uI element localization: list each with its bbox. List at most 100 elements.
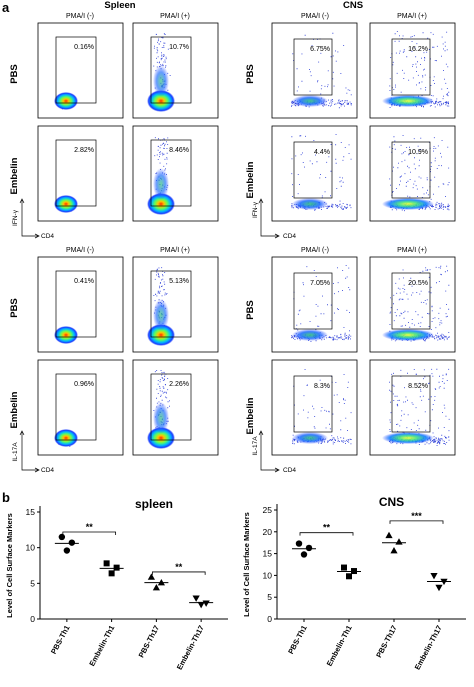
row-label-embelin-cns-il17: Embelin xyxy=(245,397,256,434)
gate-percentage: 0.96% xyxy=(74,381,94,388)
significance-bracket xyxy=(299,532,354,536)
gate-percentage: 0.16% xyxy=(74,44,94,51)
gate-percentage: 2.26% xyxy=(169,381,189,388)
chart-title: CNS xyxy=(379,495,404,509)
group-title-spleen: Spleen xyxy=(104,0,135,11)
axis-x-label-spleen-ifn: CD4 xyxy=(41,233,54,240)
density-blob xyxy=(54,195,78,213)
gate-percentage: 16.2% xyxy=(408,46,428,53)
data-point xyxy=(295,540,303,547)
col-header-cns-neg-2: PMA/I (-) xyxy=(301,247,329,254)
flow-plot-frame xyxy=(37,22,124,119)
significance-bracket xyxy=(62,531,117,535)
flow-events xyxy=(389,135,450,212)
y-tick-label: 10 xyxy=(263,570,273,580)
flow-plot: 20.5% xyxy=(369,256,456,353)
y-tick-label: 25 xyxy=(263,505,273,515)
density-blob xyxy=(382,95,434,107)
x-tick-label: Embelin-Th17 xyxy=(413,624,444,672)
data-point xyxy=(157,579,165,586)
data-point xyxy=(68,539,76,546)
density-blob xyxy=(147,90,175,112)
axis-y-label-spleen-il17: IL-17A xyxy=(12,442,19,462)
y-axis-label: Level of Cell Surface Markers xyxy=(5,513,14,618)
flow-plot: 0.96% xyxy=(37,359,124,456)
density-blob xyxy=(292,329,328,341)
x-tick-label: Embelin-Th1 xyxy=(87,624,116,668)
significance-label: *** xyxy=(411,511,422,521)
density-blob xyxy=(292,198,328,210)
density-blob xyxy=(54,429,78,447)
gate-rectangle xyxy=(55,270,97,338)
group-title-cns: CNS xyxy=(343,0,363,11)
axis-x-label-spleen-il17: CD4 xyxy=(41,467,54,474)
y-tick-label: 0 xyxy=(267,614,272,624)
row-label-embelin-spleen-ifn: Embelin xyxy=(9,157,20,194)
gate-percentage: 4.4% xyxy=(314,149,330,156)
chart-cns: CNS Level of Cell Surface Markers 0 5 10 15 20… xyxy=(242,495,466,671)
axis-indicator-cns-il17 xyxy=(258,430,280,473)
significance-label: ** xyxy=(86,522,94,532)
density-blob xyxy=(54,326,78,344)
x-tick-label: PBS-Th1 xyxy=(49,624,72,656)
data-point xyxy=(147,573,155,580)
density-blob xyxy=(382,198,434,210)
data-point xyxy=(341,564,347,571)
axis-indicator-spleen-ifn xyxy=(19,198,40,239)
density-blob xyxy=(147,193,175,215)
gate-percentage: 10.9% xyxy=(408,149,428,156)
data-point xyxy=(300,551,308,558)
x-tick-label: Embelin-Th1 xyxy=(325,624,354,668)
significance-label: ** xyxy=(175,562,183,572)
gate-rectangle xyxy=(391,272,431,330)
flow-plot: 2.82% xyxy=(37,125,124,222)
gate-percentage: 7.05% xyxy=(310,280,330,287)
flow-plot: 8.3% xyxy=(271,359,358,456)
gate-percentage: 2.82% xyxy=(74,147,94,154)
gate-rectangle xyxy=(293,272,333,330)
col-header-spleen-neg: PMA/I (-) xyxy=(66,13,94,20)
gate-rectangle xyxy=(55,36,97,104)
data-point xyxy=(152,584,160,591)
row-label-pbs-spleen-ifn: PBS xyxy=(9,64,20,84)
density-blob xyxy=(382,432,434,444)
gate-rectangle xyxy=(150,270,192,338)
density-blob xyxy=(292,432,328,444)
x-tick-label: PBS-Th17 xyxy=(137,624,162,660)
flow-plot: 5.13% xyxy=(132,256,219,353)
y-tick-label: 15 xyxy=(263,549,273,559)
y-tick-label: 10 xyxy=(26,543,36,553)
gate-percentage: 8.46% xyxy=(169,147,189,154)
gate-rectangle xyxy=(391,38,431,96)
flow-plot: 2.26% xyxy=(132,359,219,456)
y-tick-label: 5 xyxy=(267,592,272,602)
row-label-embelin-spleen-il17: Embelin xyxy=(9,391,20,428)
row-label-embelin-cns-ifn: Embelin xyxy=(245,161,256,198)
data-point xyxy=(385,531,393,539)
y-tick-label: 15 xyxy=(26,507,36,517)
y-axis-label: Level of Cell Surface Markers xyxy=(242,512,251,617)
y-tick-label: 5 xyxy=(30,578,35,588)
significance-label: ** xyxy=(323,523,331,533)
flow-plot: 16.2% xyxy=(369,22,456,119)
flow-plot: 6.75% xyxy=(271,22,358,119)
gate-rectangle xyxy=(55,373,97,441)
flow-plot: 10.9% xyxy=(369,125,456,222)
data-point xyxy=(192,595,200,602)
density-blob xyxy=(153,299,169,331)
panel-a-label: a xyxy=(2,0,10,15)
data-point xyxy=(305,544,313,552)
gate-percentage: 10.7% xyxy=(169,44,189,51)
chart-title: spleen xyxy=(135,497,173,511)
flow-plot-grid: 0.16% 10.7% 6.75% 16.2% 2.82% 8.46% 4.4% 10.9% 0… xyxy=(37,22,456,456)
density-blob xyxy=(54,92,78,110)
gate-percentage: 20.5% xyxy=(408,280,428,287)
gate-rectangle xyxy=(150,139,192,207)
data-point xyxy=(390,546,398,554)
data-point xyxy=(440,578,448,586)
axis-y-label-cns-il17: IL-17A xyxy=(252,436,259,456)
col-header-cns-pos-2: PMA/I (+) xyxy=(397,247,427,254)
flow-plot: 8.52% xyxy=(369,359,456,456)
